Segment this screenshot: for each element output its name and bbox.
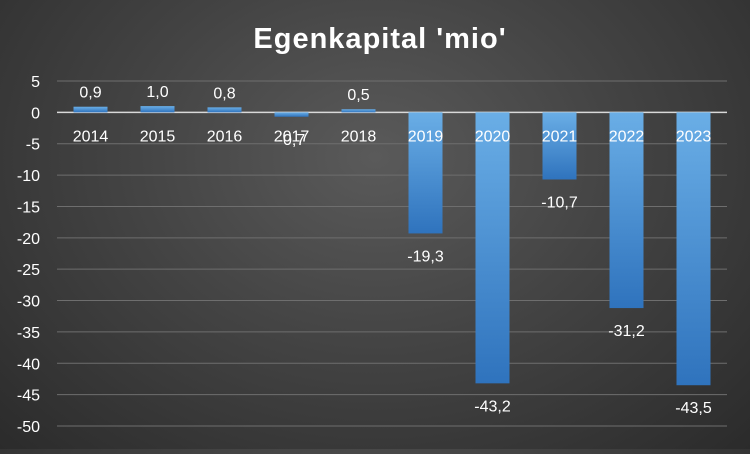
y-tick-label: -30: [17, 294, 40, 311]
y-axis: 5 0 -5 -10 -15 -20 -25 -30 -35 -40 -45 -50: [17, 74, 40, 436]
y-tick-label: -15: [17, 199, 40, 216]
data-label: -43,2: [474, 398, 511, 415]
bars: [73, 106, 711, 386]
data-labels: 0,9 1,0 0,8 -0,7 0,5 -19,3 -43,2 -10,7 -31,2 -43,…: [79, 84, 711, 417]
bar-2018: [341, 109, 376, 113]
x-tick-label: 2017: [274, 128, 310, 145]
y-tick-label: 0: [31, 105, 40, 122]
bar-2015: [140, 106, 175, 113]
x-tick-label: 2018: [341, 128, 377, 145]
x-tick-label: 2022: [609, 128, 645, 145]
x-tick-label: 2020: [475, 128, 511, 145]
data-label: -19,3: [407, 248, 444, 265]
y-tick-label: -40: [17, 356, 40, 373]
x-axis: 2014 2015 2016 2017 2018 2019 2020 2021 2022 2023: [73, 128, 712, 145]
x-tick-label: 2019: [408, 128, 444, 145]
y-tick-label: -20: [17, 231, 40, 248]
bar-2017: [274, 112, 309, 117]
data-label: -0,7: [278, 132, 306, 149]
data-label: 0,9: [79, 85, 101, 102]
bar-2022: [609, 112, 644, 309]
x-tick-label: 2014: [73, 128, 109, 145]
data-label: -10,7: [541, 194, 578, 211]
x-tick-label: 2015: [140, 128, 176, 145]
data-label: 0,5: [347, 87, 369, 104]
data-label: -43,5: [675, 400, 712, 417]
bar-2019: [408, 112, 443, 234]
y-tick-label: -5: [26, 137, 40, 154]
x-tick-label: 2016: [207, 128, 243, 145]
data-label: 0,8: [213, 85, 235, 102]
bar-2014: [73, 106, 108, 113]
y-tick-label: -10: [17, 168, 40, 185]
y-tick-label: -50: [17, 419, 40, 436]
data-label: -31,2: [608, 323, 645, 340]
y-tick-label: -35: [17, 325, 40, 342]
y-tick-label: 5: [31, 74, 40, 91]
y-tick-label: -45: [17, 388, 40, 405]
y-tick-label: -25: [17, 262, 40, 279]
bar-2016: [207, 107, 242, 113]
bar-2023: [676, 112, 711, 386]
data-label: 1,0: [146, 84, 168, 101]
x-tick-label: 2023: [676, 128, 712, 145]
chart-title: Egenkapital 'mio': [253, 23, 506, 55]
x-tick-label: 2021: [542, 128, 578, 145]
bar-2021: [542, 112, 577, 180]
bar-2020: [475, 112, 510, 384]
